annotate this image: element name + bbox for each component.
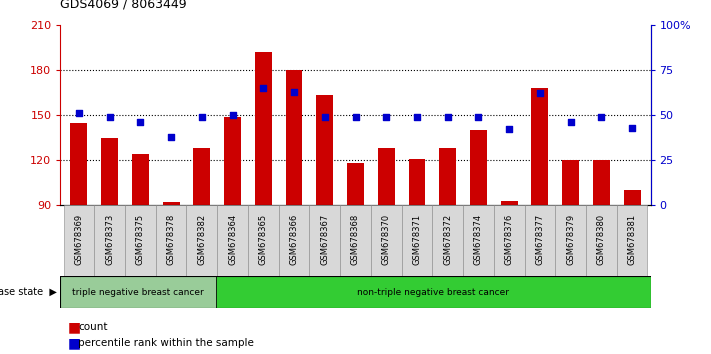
- Bar: [101, 138, 118, 205]
- Text: GSM678379: GSM678379: [566, 214, 575, 265]
- Text: disease state  ▶: disease state ▶: [0, 287, 57, 297]
- Text: GSM678382: GSM678382: [198, 214, 206, 265]
- Bar: [439, 148, 456, 205]
- Bar: [409, 159, 425, 205]
- Bar: [286, 70, 302, 205]
- Text: ■: ■: [68, 320, 80, 335]
- Bar: [186, 205, 217, 276]
- Bar: [463, 205, 494, 276]
- Bar: [132, 154, 149, 205]
- Point: [134, 119, 146, 125]
- Point: [380, 114, 392, 120]
- Text: GSM678368: GSM678368: [351, 214, 360, 265]
- Text: GSM678373: GSM678373: [105, 214, 114, 265]
- Bar: [224, 116, 241, 205]
- Text: GSM678378: GSM678378: [166, 214, 176, 265]
- Bar: [193, 148, 210, 205]
- Point: [289, 89, 300, 95]
- Point: [104, 114, 115, 120]
- Text: GSM678370: GSM678370: [382, 214, 391, 265]
- Bar: [616, 205, 648, 276]
- Text: count: count: [78, 322, 107, 332]
- Bar: [163, 202, 180, 205]
- Text: GSM678381: GSM678381: [628, 214, 636, 265]
- Bar: [593, 160, 610, 205]
- Point: [503, 127, 515, 132]
- Point: [534, 91, 545, 96]
- Text: GSM678374: GSM678374: [474, 214, 483, 265]
- Text: GSM678365: GSM678365: [259, 214, 268, 265]
- Point: [596, 114, 607, 120]
- Bar: [562, 160, 579, 205]
- Bar: [70, 122, 87, 205]
- Bar: [347, 163, 364, 205]
- Bar: [60, 276, 215, 308]
- Bar: [248, 205, 279, 276]
- Text: GSM678367: GSM678367: [320, 214, 329, 265]
- Text: ■: ■: [68, 336, 80, 350]
- Point: [257, 85, 269, 91]
- Bar: [156, 205, 186, 276]
- Bar: [586, 205, 616, 276]
- Bar: [531, 88, 548, 205]
- Point: [565, 119, 577, 125]
- Text: GSM678369: GSM678369: [75, 214, 83, 265]
- Bar: [624, 190, 641, 205]
- Text: GSM678375: GSM678375: [136, 214, 145, 265]
- Point: [73, 110, 85, 116]
- Bar: [215, 276, 651, 308]
- Bar: [432, 205, 463, 276]
- Point: [473, 114, 484, 120]
- Bar: [125, 205, 156, 276]
- Bar: [316, 96, 333, 205]
- Text: GDS4069 / 8063449: GDS4069 / 8063449: [60, 0, 187, 11]
- Bar: [340, 205, 371, 276]
- Point: [350, 114, 361, 120]
- Point: [626, 125, 638, 131]
- Bar: [63, 205, 95, 276]
- Point: [442, 114, 454, 120]
- Text: GSM678372: GSM678372: [443, 214, 452, 265]
- Text: GSM678371: GSM678371: [412, 214, 422, 265]
- Bar: [494, 205, 525, 276]
- Bar: [378, 148, 395, 205]
- Text: GSM678376: GSM678376: [505, 214, 513, 265]
- Text: triple negative breast cancer: triple negative breast cancer: [73, 287, 204, 297]
- Point: [196, 114, 208, 120]
- Bar: [402, 205, 432, 276]
- Bar: [217, 205, 248, 276]
- Bar: [279, 205, 309, 276]
- Point: [319, 114, 331, 120]
- Bar: [255, 52, 272, 205]
- Bar: [470, 130, 487, 205]
- Point: [166, 134, 177, 139]
- Text: GSM678377: GSM678377: [535, 214, 545, 265]
- Bar: [555, 205, 586, 276]
- Text: GSM678364: GSM678364: [228, 214, 237, 265]
- Text: GSM678366: GSM678366: [289, 214, 299, 265]
- Point: [227, 112, 238, 118]
- Text: non-triple negative breast cancer: non-triple negative breast cancer: [357, 287, 509, 297]
- Point: [411, 114, 422, 120]
- Bar: [525, 205, 555, 276]
- Bar: [95, 205, 125, 276]
- Text: GSM678380: GSM678380: [597, 214, 606, 265]
- Bar: [309, 205, 340, 276]
- Text: percentile rank within the sample: percentile rank within the sample: [78, 338, 254, 348]
- Bar: [501, 201, 518, 205]
- Bar: [371, 205, 402, 276]
